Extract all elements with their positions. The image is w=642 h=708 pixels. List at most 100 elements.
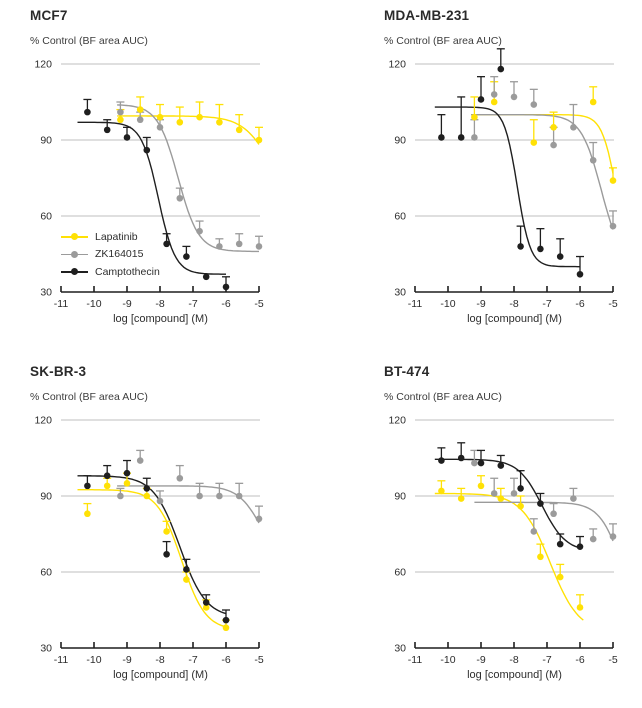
fit-curve-lapatinib [471,114,614,174]
data-point-lapatinib [609,177,617,184]
data-point-lapatinib [136,106,144,113]
y-tick-label: 120 [34,59,52,71]
data-point-lapatinib [183,576,190,583]
data-point-camptothecin [222,283,230,291]
data-point-zk164015 [570,124,577,131]
data-point-zk164015 [176,194,184,202]
y-tick-label: 90 [394,135,406,147]
legend-item-lapatinib: Lapatinib [61,228,160,246]
x-tick-label: -5 [608,654,617,666]
data-point-zk164015 [176,474,184,482]
data-point-camptothecin [103,126,111,134]
x-tick-label: -10 [86,654,101,666]
data-point-camptothecin [183,253,190,260]
data-point-camptothecin [103,472,111,480]
chart-title: MCF7 [30,8,68,23]
data-point-camptothecin [183,566,190,573]
data-point-zk164015 [216,492,223,500]
data-point-camptothecin [84,108,91,116]
y-axis-title: % Control (BF area AUC) [30,35,148,47]
y-tick-label: 90 [394,491,406,503]
x-axis-title: log [compound] (M) [113,313,208,325]
camptothecin-marker-icon [61,267,88,276]
data-point-camptothecin [556,253,564,260]
data-point-camptothecin [123,469,131,477]
x-tick-label: -10 [440,298,455,310]
data-point-zk164015 [550,141,557,149]
y-tick-label: 120 [388,415,406,427]
x-tick-label: -9 [122,298,131,310]
data-point-camptothecin [477,459,485,467]
fit-curve-camptothecin [77,475,227,615]
data-point-zk164015 [196,227,203,235]
data-point-lapatinib [550,124,557,131]
x-tick-label: -5 [254,298,263,310]
data-point-zk164015 [609,533,617,540]
data-point-camptothecin [222,616,230,624]
x-tick-label: -5 [254,654,263,666]
data-point-camptothecin [556,540,564,548]
data-point-lapatinib [556,573,564,581]
data-point-camptothecin [143,485,151,492]
y-axis-title: % Control (BF area AUC) [384,391,502,403]
data-point-camptothecin [497,462,505,469]
data-point-lapatinib [222,624,230,632]
panel-mda-mb-231: MDA-MB-231 % Control (BF area AUC) 120 90… [321,0,642,352]
chart-plot-mcf7: 120 90 60 30-11 -10 -9 -8 -7 -6 -5 [34,59,263,311]
data-point-lapatinib [457,495,465,502]
x-tick-label: -7 [188,654,197,666]
x-tick-label: -6 [221,298,230,310]
y-tick-label: 120 [34,415,52,427]
x-tick-label: -9 [122,654,131,666]
data-point-lapatinib [490,98,498,106]
x-tick-label: -8 [155,298,164,310]
y-tick-label: 60 [40,567,52,579]
legend: Lapatinib ZK164015 Camptothecin [61,228,160,281]
panel-bt-474: BT-474 % Control (BF area AUC) 120 90 60 30… [321,356,642,708]
legend-label: Lapatinib [95,230,138,243]
data-point-camptothecin [123,134,131,141]
data-point-zk164015 [117,492,124,500]
data-point-camptothecin [576,270,584,278]
data-point-camptothecin [163,240,170,248]
legend-label: ZK164015 [95,248,144,261]
x-tick-label: -8 [155,654,164,666]
legend-label: Camptothecin [95,265,160,278]
lapatinib-marker-icon [61,232,88,241]
y-tick-label: 30 [40,643,52,655]
x-tick-label: -6 [575,654,584,666]
x-tick-label: -7 [542,654,551,666]
data-point-lapatinib [123,480,131,487]
y-tick-label: 30 [394,287,406,299]
data-point-camptothecin [537,500,544,507]
chart-plot-bt-474: 120 90 60 30-11 -10 -9 -8 -7 -6 -5 [388,415,617,667]
y-tick-label: 120 [388,59,406,71]
x-tick-label: -10 [86,298,101,310]
zk164015-marker-icon [61,250,88,259]
chart-plot-sk-br-3: 120 90 60 30-11 -10 -9 -8 -7 -6 -5 [34,415,263,667]
data-point-lapatinib [517,502,524,510]
data-point-zk164015 [216,243,223,250]
fit-curve-camptothecin [77,121,226,275]
data-point-camptothecin [438,457,445,464]
data-point-lapatinib [235,126,243,134]
data-point-camptothecin [457,454,465,462]
data-point-zk164015 [235,492,243,500]
data-point-zk164015 [609,222,617,230]
data-point-lapatinib [216,118,223,126]
data-point-zk164015 [490,91,498,98]
data-point-zk164015 [570,495,577,502]
y-tick-label: 30 [394,643,406,655]
legend-item-zk164015: ZK164015 [61,246,160,264]
data-point-lapatinib [196,113,203,121]
data-point-camptothecin [477,96,485,103]
data-point-lapatinib [103,482,111,490]
data-point-camptothecin [143,146,151,154]
y-tick-label: 90 [40,135,52,147]
x-axis-title: log [compound] (M) [467,669,562,681]
data-point-zk164015 [471,134,478,141]
x-tick-label: -11 [54,654,69,666]
data-point-camptothecin [497,65,505,73]
data-point-zk164015 [255,243,263,250]
